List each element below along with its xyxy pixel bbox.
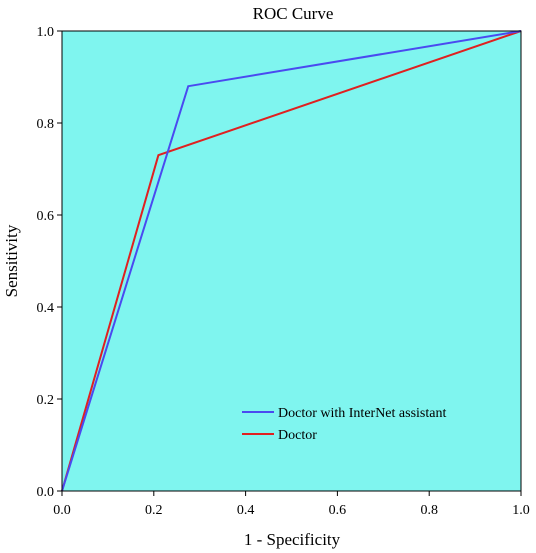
plot-area	[62, 31, 521, 491]
y-axis-label: Sensitivity	[2, 224, 21, 297]
x-tick-label: 0.6	[329, 503, 347, 518]
y-tick-label: 0.0	[37, 485, 55, 500]
series-line-0	[61, 30, 522, 492]
x-tick-label: 0.2	[145, 503, 163, 518]
x-tick-label: 0.8	[420, 503, 438, 518]
y-tick-label: 0.4	[37, 301, 55, 316]
plot-frame	[61, 30, 522, 492]
axis-ticks: 0.0 0.2 0.4 0.6 0.8 1.0 0.0 0.2 0.4 0.6 0.8 1.0	[37, 25, 530, 518]
x-tick-label: 0.0	[53, 503, 71, 518]
legend-label-0: Doctor with InterNet assistant	[278, 406, 446, 421]
series-layer	[61, 30, 522, 492]
y-tick-label: 0.6	[37, 209, 55, 224]
y-tick-label: 1.0	[37, 25, 55, 40]
x-tick-label: 1.0	[512, 503, 530, 518]
x-axis-label: 1 - Specificity	[244, 530, 341, 549]
x-tick-label: 0.4	[237, 503, 255, 518]
y-tick-label: 0.2	[37, 393, 55, 408]
chart-title: ROC Curve	[253, 4, 334, 23]
series-line-1	[61, 30, 522, 492]
legend-label-1: Doctor	[278, 428, 317, 443]
legend: Doctor with InterNet assistant Doctor	[242, 406, 446, 443]
y-tick-label: 0.8	[37, 117, 55, 132]
